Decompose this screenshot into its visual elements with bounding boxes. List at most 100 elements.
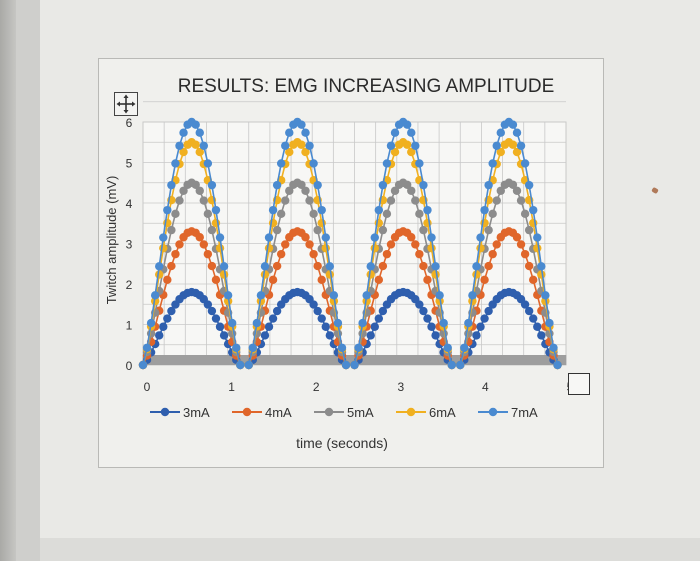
data-point — [524, 225, 534, 235]
x-tick-label: 0 — [144, 380, 151, 394]
data-point — [215, 322, 225, 331]
data-point — [305, 196, 314, 205]
data-point — [337, 343, 347, 352]
baseline-bar — [498, 355, 508, 365]
data-point — [138, 360, 148, 370]
data-point — [195, 233, 204, 242]
data-point — [411, 141, 420, 150]
data-point — [272, 180, 282, 190]
data-point — [447, 360, 456, 370]
data-point — [175, 141, 184, 150]
baseline-bar — [362, 355, 372, 365]
data-point — [341, 360, 351, 370]
data-point — [211, 314, 221, 323]
data-point — [321, 243, 330, 253]
baseline-bar — [227, 355, 237, 365]
data-point — [203, 209, 213, 219]
data-point — [435, 291, 444, 300]
data-point — [480, 275, 489, 285]
data-point — [329, 296, 339, 306]
data-point — [476, 243, 485, 253]
baseline-bar — [438, 355, 448, 365]
baseline-bar — [210, 355, 220, 365]
data-point — [411, 240, 420, 249]
baseline-bar — [421, 355, 431, 365]
document-bottom-edge — [40, 538, 700, 561]
data-point — [390, 186, 400, 195]
data-point — [301, 233, 310, 242]
data-point — [211, 205, 221, 215]
data-point — [407, 186, 416, 195]
data-point — [419, 306, 428, 316]
data-point — [529, 314, 538, 323]
data-point — [423, 275, 432, 285]
data-point — [492, 196, 501, 205]
data-point — [378, 306, 388, 316]
y-tick-label: 4 — [126, 197, 133, 211]
data-point — [256, 291, 266, 300]
legend-entry: 7mA — [478, 405, 538, 420]
data-point — [390, 128, 400, 137]
baseline-bar — [557, 355, 567, 365]
data-point — [207, 261, 217, 271]
y-tick-label: 5 — [126, 157, 133, 171]
data-point — [419, 261, 428, 271]
data-point — [223, 296, 233, 306]
baseline-bar — [396, 355, 406, 365]
data-point — [159, 243, 168, 253]
data-point — [285, 147, 294, 157]
data-point — [520, 209, 530, 219]
data-point — [362, 296, 371, 306]
data-point — [268, 314, 278, 323]
legend-marker — [406, 407, 416, 417]
baseline-bar — [531, 355, 541, 365]
data-point — [272, 261, 282, 271]
data-point — [508, 140, 518, 149]
baseline-bar — [464, 355, 474, 365]
resize-handle[interactable] — [568, 373, 590, 395]
legend-label: 4mA — [265, 405, 292, 420]
data-point — [281, 141, 290, 150]
legend-label: 5mA — [347, 405, 374, 420]
data-point — [382, 209, 392, 219]
y-tick-label: 3 — [126, 238, 133, 252]
data-point — [309, 249, 318, 259]
data-point — [541, 296, 550, 306]
data-point — [435, 296, 444, 306]
data-point — [155, 331, 164, 340]
legend: 3mA 4mA 5mA 6mA 7mA — [150, 405, 538, 420]
data-point — [472, 262, 481, 271]
data-point — [484, 180, 493, 190]
data-point — [309, 159, 318, 168]
baseline-bar — [345, 355, 355, 365]
data-point — [508, 120, 518, 129]
data-point — [215, 233, 225, 242]
move-icon[interactable] — [114, 92, 138, 116]
data-point — [313, 225, 322, 235]
data-point — [207, 180, 217, 190]
data-point — [142, 343, 152, 352]
baseline-bar — [481, 355, 491, 365]
data-point — [492, 240, 501, 249]
data-point — [496, 147, 505, 157]
data-point — [313, 306, 322, 316]
data-point — [175, 240, 184, 249]
data-point — [411, 196, 420, 205]
baseline-bar — [168, 355, 178, 365]
data-point — [516, 240, 526, 249]
x-tick-label: 3 — [397, 380, 404, 394]
data-point — [219, 331, 229, 340]
data-point — [358, 318, 367, 328]
data-point — [427, 233, 436, 242]
data-point — [427, 322, 436, 331]
data-point — [439, 318, 448, 328]
data-point — [476, 322, 485, 331]
data-point — [207, 306, 217, 316]
data-point — [537, 331, 546, 340]
data-point — [297, 140, 306, 149]
data-point — [264, 322, 274, 331]
data-point — [171, 159, 180, 168]
data-point — [378, 261, 388, 271]
data-point — [370, 233, 379, 242]
data-point — [199, 196, 209, 205]
